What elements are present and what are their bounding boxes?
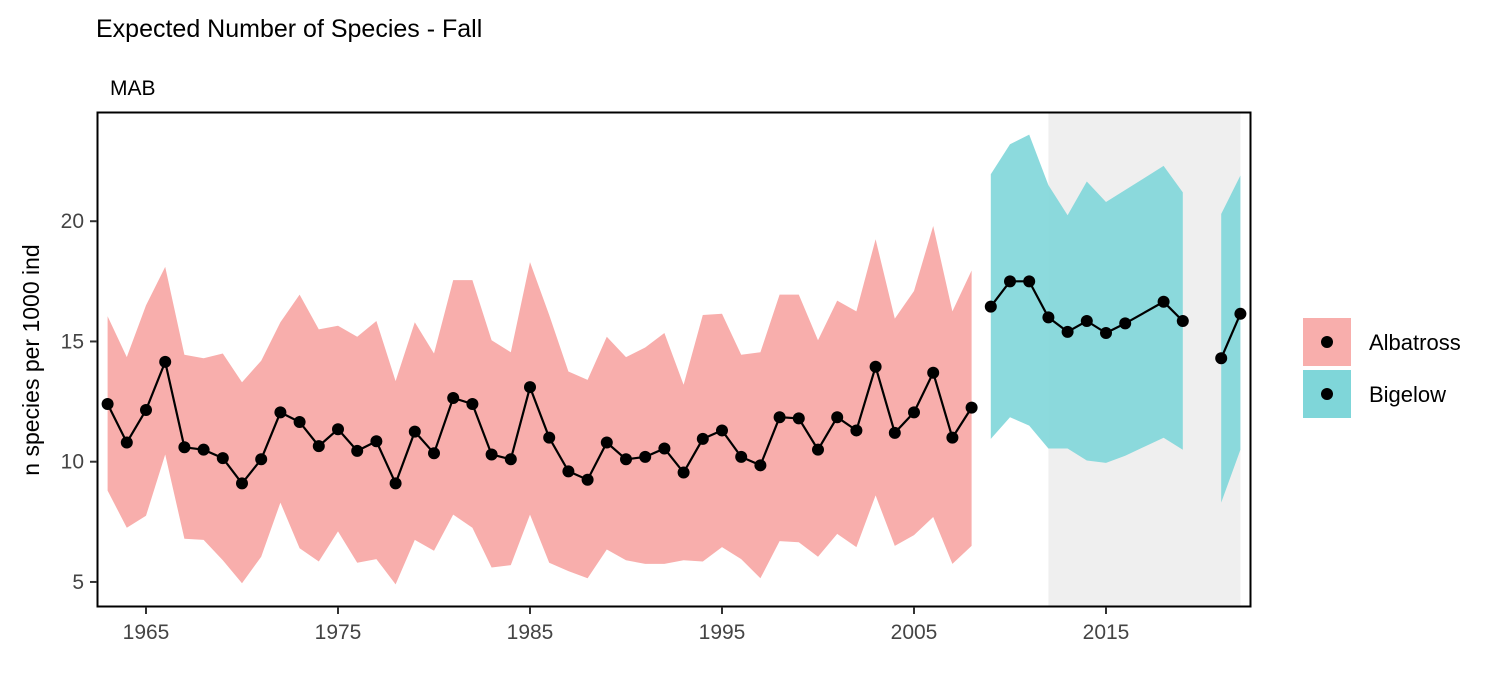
point-bigelow	[1042, 311, 1055, 324]
point-albatross	[447, 391, 460, 404]
point-albatross	[197, 443, 210, 456]
point-bigelow	[1080, 315, 1093, 328]
point-albatross	[332, 423, 344, 436]
point-bigelow	[1119, 317, 1132, 330]
plot-panel-border	[96, 111, 1252, 608]
point-albatross	[216, 452, 229, 465]
point-albatross	[869, 360, 882, 373]
point-albatross	[696, 432, 709, 445]
point-bigelow	[1061, 325, 1074, 338]
y-tick-label: 15	[61, 330, 84, 353]
line-albatross	[106, 358, 973, 487]
point-albatross	[120, 436, 133, 449]
series-points	[101, 275, 1247, 490]
point-albatross	[140, 404, 152, 417]
ribbon-albatross	[107, 226, 972, 585]
legend: Albatross Bigelow	[1303, 318, 1461, 418]
point-bigelow	[1157, 295, 1170, 308]
y-axis-title: n species per 1000 ind	[18, 244, 44, 475]
point-bigelow	[1100, 327, 1112, 340]
point-albatross	[178, 441, 191, 454]
point-albatross	[255, 453, 268, 466]
point-bigelow	[1234, 307, 1247, 320]
legend-label-albatross: Albatross	[1369, 330, 1461, 355]
y-axis: 5 10 15 20	[61, 210, 97, 594]
ribbon-bigelow	[1221, 175, 1241, 503]
y-tick-label: 5	[72, 571, 84, 594]
x-tick-label: 1965	[123, 621, 170, 644]
y-tick-label: 10	[61, 451, 84, 474]
legend-point-bigelow	[1321, 388, 1333, 400]
point-albatross	[351, 444, 364, 457]
point-albatross	[946, 431, 959, 444]
point-albatross	[677, 466, 690, 479]
point-albatross	[639, 450, 652, 463]
x-tick-label: 1985	[507, 621, 554, 644]
point-bigelow	[984, 300, 997, 313]
point-bigelow	[1176, 315, 1189, 328]
point-albatross	[792, 412, 805, 425]
series-lines	[106, 280, 1242, 487]
point-albatross	[428, 447, 440, 460]
x-tick-label: 1995	[699, 621, 746, 644]
facet-label: MAB	[110, 77, 156, 100]
point-albatross	[850, 424, 863, 437]
point-albatross	[716, 424, 728, 437]
point-albatross	[504, 453, 517, 466]
ribbon-bigelow	[990, 134, 1183, 463]
point-albatross	[408, 425, 421, 438]
point-albatross	[236, 477, 248, 490]
line-bigelow	[989, 280, 1184, 335]
point-bigelow	[1004, 275, 1016, 288]
point-albatross	[293, 416, 306, 429]
point-albatross	[754, 459, 767, 472]
point-albatross	[370, 435, 383, 448]
point-albatross	[927, 366, 940, 379]
point-albatross	[965, 401, 978, 414]
point-albatross	[485, 448, 498, 461]
point-albatross	[735, 450, 748, 463]
point-albatross	[908, 406, 920, 419]
point-albatross	[831, 411, 844, 424]
point-albatross	[389, 477, 402, 490]
line-bigelow	[1220, 313, 1242, 359]
point-albatross	[562, 465, 575, 478]
chart-title: Expected Number of Species - Fall	[96, 15, 482, 43]
point-albatross	[466, 397, 479, 410]
point-albatross	[888, 426, 901, 439]
point-albatross	[274, 406, 287, 419]
x-axis: 1965 1975 1985 1995 2005 2015	[123, 607, 1130, 644]
point-albatross	[101, 397, 114, 410]
point-bigelow	[1023, 275, 1036, 288]
y-tick-label: 20	[61, 210, 84, 233]
point-albatross	[812, 443, 824, 456]
point-albatross	[600, 436, 613, 449]
confidence-ribbons	[107, 134, 1241, 585]
legend-point-albatross	[1321, 336, 1333, 348]
point-albatross	[620, 453, 632, 466]
legend-label-bigelow: Bigelow	[1369, 382, 1446, 407]
x-tick-label: 2005	[891, 621, 938, 644]
point-albatross	[312, 440, 325, 453]
x-tick-label: 2015	[1083, 621, 1130, 644]
point-albatross	[581, 473, 594, 486]
point-albatross	[159, 355, 172, 368]
point-bigelow	[1215, 352, 1228, 365]
point-albatross	[543, 431, 556, 444]
point-albatross	[773, 411, 786, 424]
point-albatross	[524, 381, 536, 394]
point-albatross	[658, 442, 671, 455]
x-tick-label: 1975	[315, 621, 362, 644]
